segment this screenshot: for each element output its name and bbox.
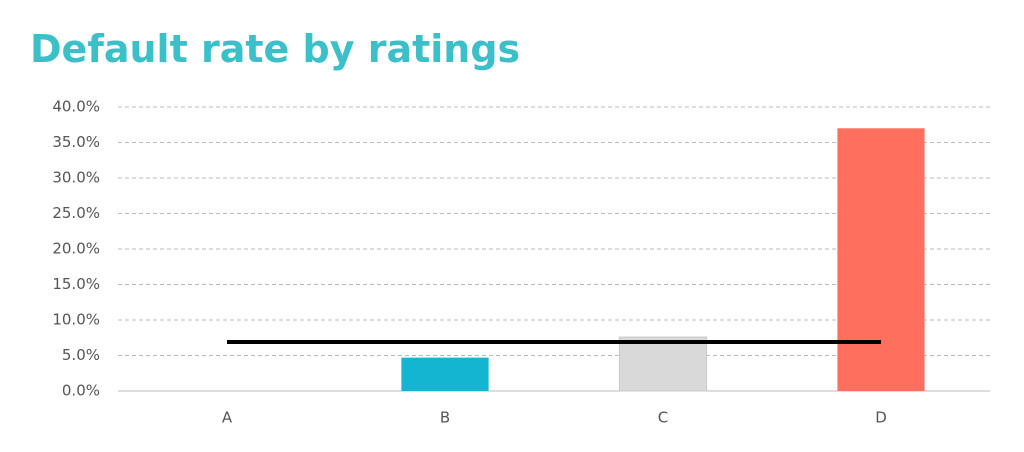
y-tick-label: 30.0% — [52, 169, 100, 187]
y-tick-label: 25.0% — [52, 204, 100, 222]
x-tick-label: B — [440, 409, 450, 427]
y-tick-label: 40.0% — [52, 98, 100, 116]
x-tick-label: C — [658, 409, 668, 427]
y-tick-label: 20.0% — [52, 240, 100, 258]
bar — [618, 336, 708, 392]
y-tick-label: 5.0% — [62, 346, 100, 364]
bar — [837, 128, 925, 392]
chart-title: Default rate by ratings — [30, 27, 520, 71]
y-tick-label: 15.0% — [52, 275, 100, 293]
y-tick-label: 35.0% — [52, 133, 100, 151]
x-tick-label: A — [222, 409, 233, 427]
x-tick-label: D — [875, 409, 887, 427]
y-tick-label: 0.0% — [62, 382, 100, 400]
bar — [401, 357, 489, 391]
y-tick-label: 10.0% — [52, 311, 100, 329]
